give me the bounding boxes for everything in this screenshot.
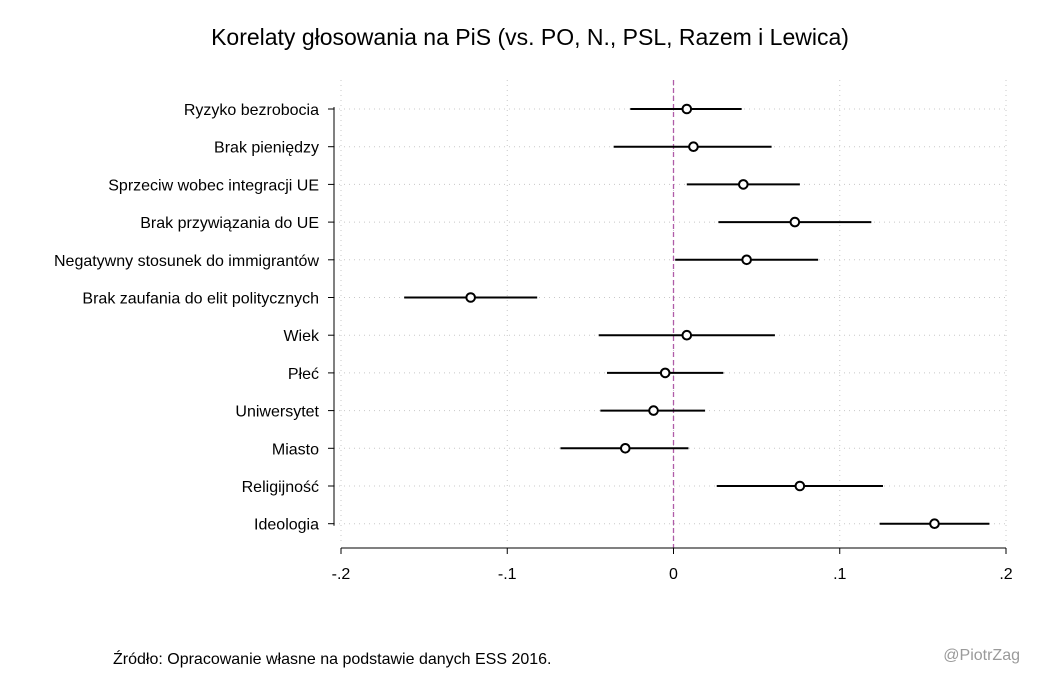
point-estimates bbox=[465, 103, 940, 530]
y-axis-labels: Ryzyko bezrobocia Brak pieniędzy Sprzeciw … bbox=[54, 102, 334, 534]
x-tick-label: -.2 bbox=[332, 566, 351, 583]
gridlines bbox=[334, 80, 1007, 543]
x-tick-label: .2 bbox=[999, 566, 1012, 583]
y-axis-label: Wiek bbox=[283, 328, 320, 345]
y-axis-label: Brak zaufania do elit politycznych bbox=[82, 291, 319, 308]
point-estimate bbox=[619, 443, 631, 454]
y-axis-label: Płeć bbox=[288, 366, 319, 383]
x-tick-label: -.1 bbox=[498, 566, 517, 583]
x-tick-label: 0 bbox=[669, 566, 678, 583]
y-axis-label: Religijność bbox=[242, 479, 319, 496]
y-axis-label: Miasto bbox=[272, 441, 319, 458]
point-estimate bbox=[794, 480, 806, 492]
point-estimate bbox=[789, 216, 801, 228]
axes bbox=[333, 107, 1006, 549]
chart-title: Korelaty głosowania na PiS (vs. PO, N., … bbox=[211, 24, 849, 50]
y-axis-label: Uniwersytet bbox=[235, 404, 319, 421]
x-axis-ticks: -.2 -.1 0 .1 .2 bbox=[332, 548, 1013, 583]
point-estimate bbox=[929, 518, 940, 530]
y-axis-label: Brak przywiązania do UE bbox=[140, 215, 319, 232]
author-credit: @PiotrZag bbox=[943, 647, 1020, 664]
x-tick-label: .1 bbox=[833, 566, 846, 583]
point-estimate bbox=[659, 367, 671, 379]
confidence-intervals bbox=[404, 108, 990, 525]
point-estimate bbox=[738, 179, 749, 190]
y-axis-label: Sprzeciw wobec integracji UE bbox=[108, 177, 319, 194]
y-axis-label: Negatywny stosunek do immigrantów bbox=[54, 253, 319, 270]
y-axis-label: Ideologia bbox=[254, 517, 319, 534]
source-note: Źródło: Opracowanie własne na podstawie … bbox=[113, 649, 551, 668]
y-axis-label: Brak pieniędzy bbox=[214, 140, 319, 157]
point-estimate bbox=[465, 292, 476, 303]
point-estimate bbox=[681, 103, 693, 115]
point-estimate bbox=[648, 405, 659, 416]
point-estimate bbox=[688, 141, 699, 152]
y-axis-label: Ryzyko bezrobocia bbox=[184, 102, 319, 119]
point-estimate bbox=[741, 254, 752, 266]
point-estimate bbox=[681, 329, 693, 341]
